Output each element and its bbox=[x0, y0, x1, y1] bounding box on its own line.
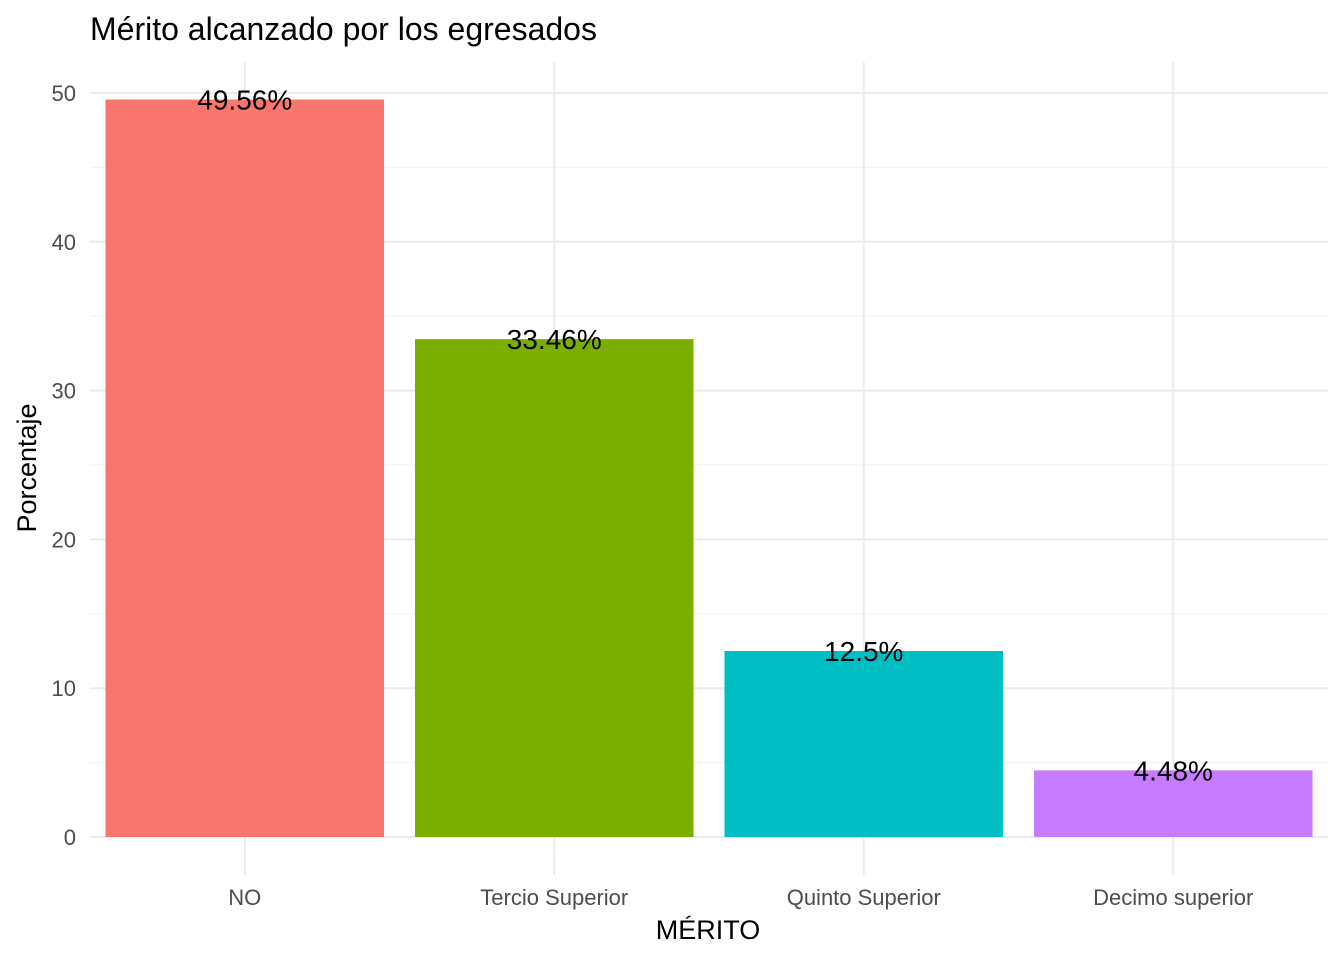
x-tick-label: Decimo superior bbox=[1093, 885, 1253, 910]
chart-title: Mérito alcanzado por los egresados bbox=[90, 11, 597, 47]
x-axis-ticks: NO Tercio Superior Quinto Superior Decimo s… bbox=[228, 885, 1253, 910]
x-tick-label: Quinto Superior bbox=[787, 885, 941, 910]
x-tick-label: NO bbox=[228, 885, 261, 910]
y-tick-label: 20 bbox=[52, 527, 76, 552]
y-tick-label: 40 bbox=[52, 230, 76, 255]
bars bbox=[105, 99, 1313, 838]
data-label: 33.46% bbox=[507, 324, 602, 355]
y-tick-label: 30 bbox=[52, 379, 76, 404]
y-axis-ticks: 0 10 20 30 40 50 bbox=[52, 81, 76, 850]
bar-tercio-superior bbox=[414, 339, 694, 837]
y-tick-label: 10 bbox=[52, 676, 76, 701]
bar-decimo-superior bbox=[1033, 770, 1313, 837]
x-tick-label: Tercio Superior bbox=[480, 885, 628, 910]
y-axis-label: Porcentaje bbox=[12, 403, 42, 532]
x-axis-label: MÉRITO bbox=[656, 915, 761, 945]
y-tick-label: 50 bbox=[52, 81, 76, 106]
data-label: 49.56% bbox=[197, 85, 292, 116]
bar-quinto-superior bbox=[724, 651, 1004, 837]
data-labels: 49.56% 33.46% 12.5% 4.48% bbox=[197, 85, 1213, 787]
data-label: 4.48% bbox=[1134, 755, 1213, 786]
y-tick-label: 0 bbox=[64, 825, 76, 850]
bar-no bbox=[105, 99, 385, 838]
data-label: 12.5% bbox=[824, 636, 903, 667]
